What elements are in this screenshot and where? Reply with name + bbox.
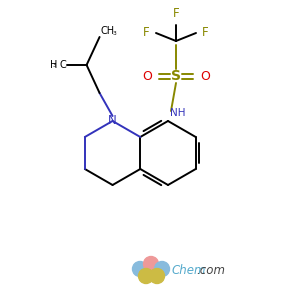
Text: O: O: [142, 70, 152, 83]
Text: H: H: [50, 60, 58, 70]
Text: Chem: Chem: [172, 263, 206, 277]
Text: .com: .com: [196, 263, 225, 277]
Text: F: F: [143, 26, 150, 40]
Circle shape: [139, 268, 154, 284]
Circle shape: [143, 256, 158, 272]
Text: $_3$: $_3$: [52, 61, 58, 70]
Text: S: S: [171, 69, 181, 83]
Text: C: C: [60, 60, 66, 70]
Circle shape: [149, 268, 164, 284]
Circle shape: [133, 262, 148, 277]
Text: F: F: [202, 26, 208, 40]
Text: O: O: [200, 70, 210, 83]
Text: NH: NH: [170, 108, 185, 118]
Text: $_3$: $_3$: [112, 29, 117, 38]
Text: CH: CH: [100, 26, 115, 36]
Text: F: F: [173, 7, 179, 20]
Text: N: N: [108, 115, 117, 128]
Circle shape: [154, 262, 169, 277]
